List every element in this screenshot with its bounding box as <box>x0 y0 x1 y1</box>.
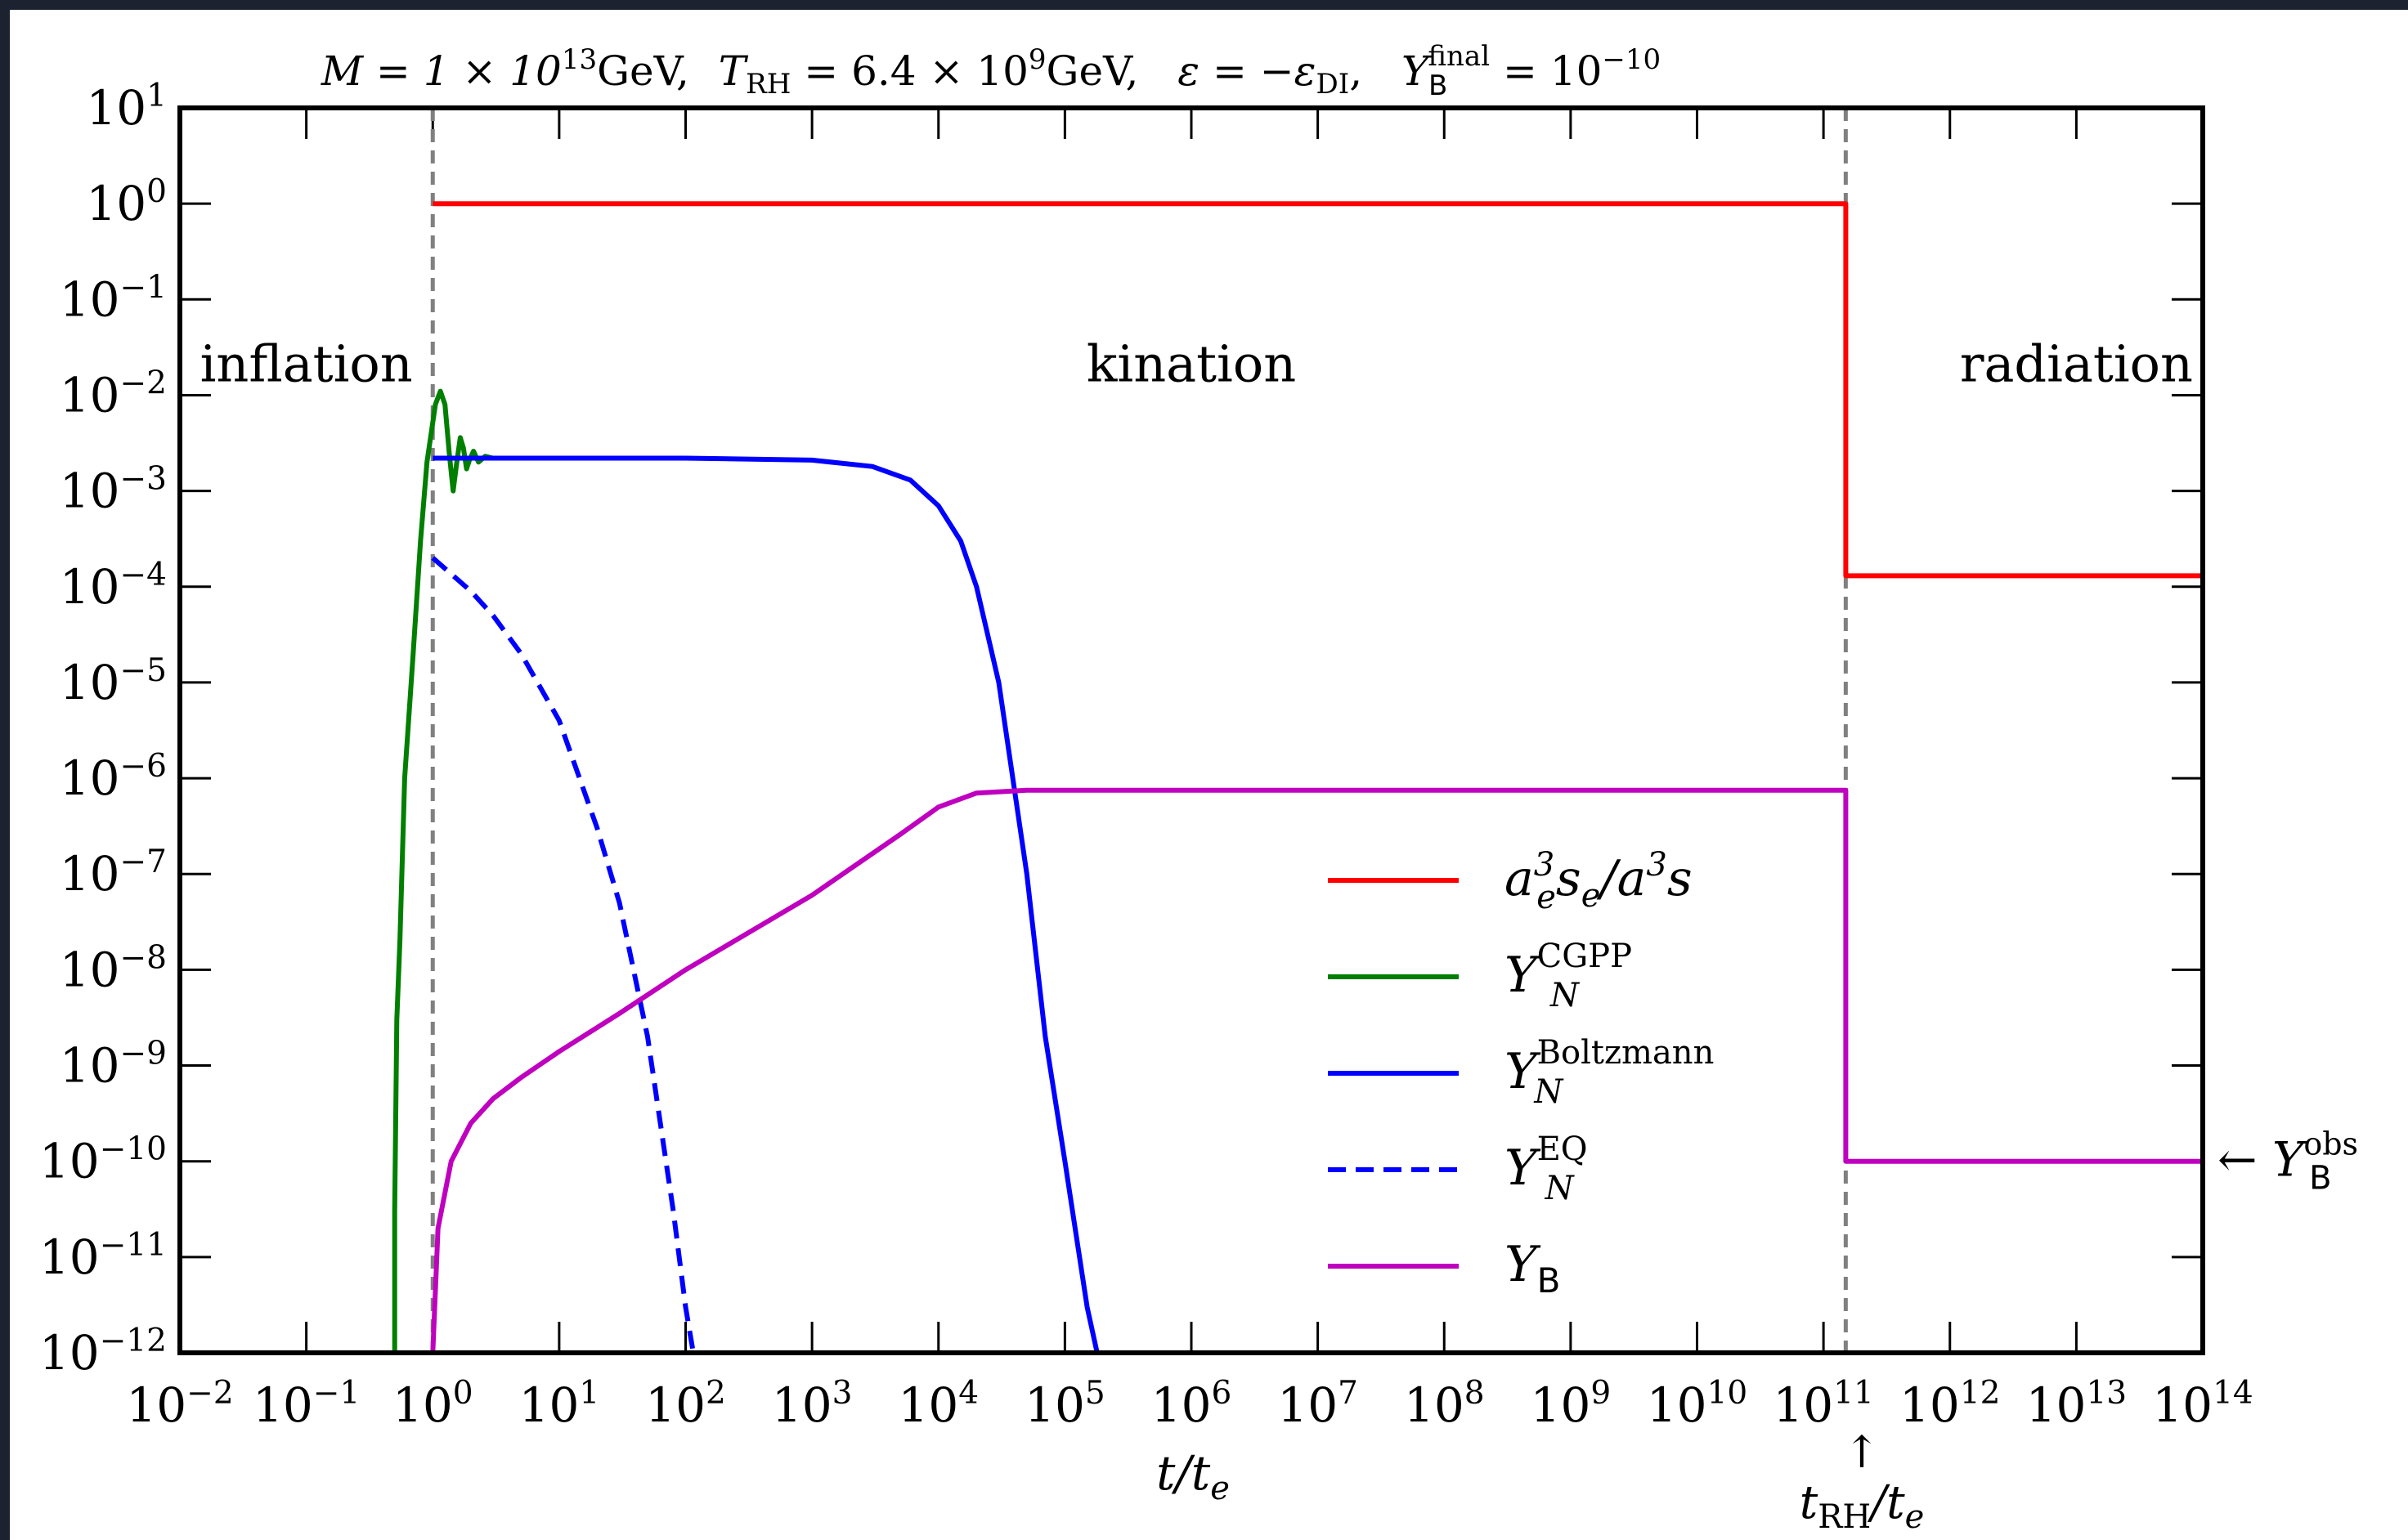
chart-title: M = 1 × 1013GeV, TRH = 6.4 × 109GeV, ε =… <box>321 40 1661 102</box>
y-tick-label: 10−8 <box>60 939 167 997</box>
y-tick-label: 10−10 <box>39 1131 167 1189</box>
legend-label: YB <box>1504 1236 1560 1300</box>
series-line-4 <box>430 787 2203 1353</box>
y-obs-annotation: ← Yobs B <box>2217 1126 2358 1198</box>
x-tick-label: 107 <box>1277 1375 1358 1433</box>
legend-item-2: YBoltzmann N <box>1328 1034 1714 1111</box>
x-tick-label: 1014 <box>2152 1375 2253 1433</box>
y-tick-label: 10−11 <box>39 1227 167 1285</box>
y-tick-label: 10−3 <box>60 461 167 519</box>
trh-label: tRH/te <box>1800 1476 1925 1536</box>
series-group <box>392 201 2203 1353</box>
y-tick-label: 10−7 <box>60 844 167 902</box>
x-tick-label: 1012 <box>1899 1375 2000 1433</box>
x-tick-label: 101 <box>519 1375 600 1433</box>
y-tick-label: 10−2 <box>60 365 167 423</box>
series-line-2 <box>433 455 1100 1353</box>
svg-text:t/te: t/te <box>1156 1445 1230 1507</box>
x-tick-label: 10−2 <box>126 1375 233 1433</box>
axis-ticks <box>178 106 2204 1354</box>
x-tick-label: 102 <box>645 1375 726 1433</box>
x-tick-label: 104 <box>898 1375 979 1433</box>
region-label-inflation: inflation <box>200 334 413 393</box>
x-tick-label: 109 <box>1531 1375 1612 1433</box>
y-tick-label: 10−5 <box>60 652 167 710</box>
legend-label: YBoltzmann N <box>1504 1034 1714 1111</box>
series-line-3 <box>431 556 696 1353</box>
y-tick-label: 10−1 <box>60 269 167 327</box>
x-tick-label: 1011 <box>1773 1375 1873 1433</box>
region-label-radiation: radiation <box>1960 334 2193 393</box>
legend-label: YCGPP N <box>1504 938 1632 1014</box>
region-label-kination: kination <box>1087 334 1296 393</box>
x-tick-label: 105 <box>1025 1375 1105 1433</box>
legend-label: YEQ N <box>1504 1130 1588 1207</box>
legend-item-1: YCGPP N <box>1328 938 1632 1014</box>
trh-annotation: ↑ tRH/te <box>1800 1426 1925 1536</box>
trh-arrow: ↑ <box>1843 1426 1880 1478</box>
y-tick-label: 10−9 <box>60 1036 167 1094</box>
y-tick-label: 10−4 <box>60 557 167 615</box>
legend-item-4: YB <box>1328 1236 1560 1300</box>
x-tick-label: 108 <box>1404 1375 1485 1433</box>
y-obs-label: ← Yobs B <box>2217 1126 2358 1198</box>
y-tick-label: 10−6 <box>60 748 167 806</box>
y-tick-label: 100 <box>86 173 167 231</box>
reference-lines <box>430 108 1848 1353</box>
x-tick-label: 1010 <box>1647 1375 1747 1433</box>
plot-frame <box>177 105 2205 1355</box>
y-tick-label: 101 <box>86 78 167 136</box>
x-axis-label: t/te <box>1156 1445 1230 1507</box>
x-tick-label: 106 <box>1151 1375 1232 1433</box>
legend-item-0: a3 ese/a3s <box>1328 846 1693 916</box>
figure-canvas: M = 1 × 1013GeV, TRH = 6.4 × 109GeV, ε =… <box>10 10 2408 1540</box>
legend: a3 ese/a3s YCGPP N YBoltzmann N YEQ N YB <box>1328 846 1714 1300</box>
x-tick-label: 1013 <box>2026 1375 2127 1433</box>
legend-item-3: YEQ N <box>1328 1130 1588 1207</box>
legend-label: a3 ese/a3s <box>1504 846 1693 916</box>
chart: M = 1 × 1013GeV, TRH = 6.4 × 109GeV, ε =… <box>39 40 2358 1536</box>
x-tick-label: 100 <box>392 1375 473 1433</box>
series-line-0 <box>433 201 2203 579</box>
axis-tick-labels: 10−2 10−1 100 101 102 103 104 105 106 107 108 109 10… <box>39 78 2253 1433</box>
series-line-1 <box>392 388 502 1353</box>
region-labels: inflation kination radiation <box>200 334 2193 393</box>
x-tick-label: 10−1 <box>253 1375 360 1433</box>
x-tick-label: 103 <box>772 1375 853 1433</box>
y-tick-label: 10−12 <box>39 1323 167 1381</box>
